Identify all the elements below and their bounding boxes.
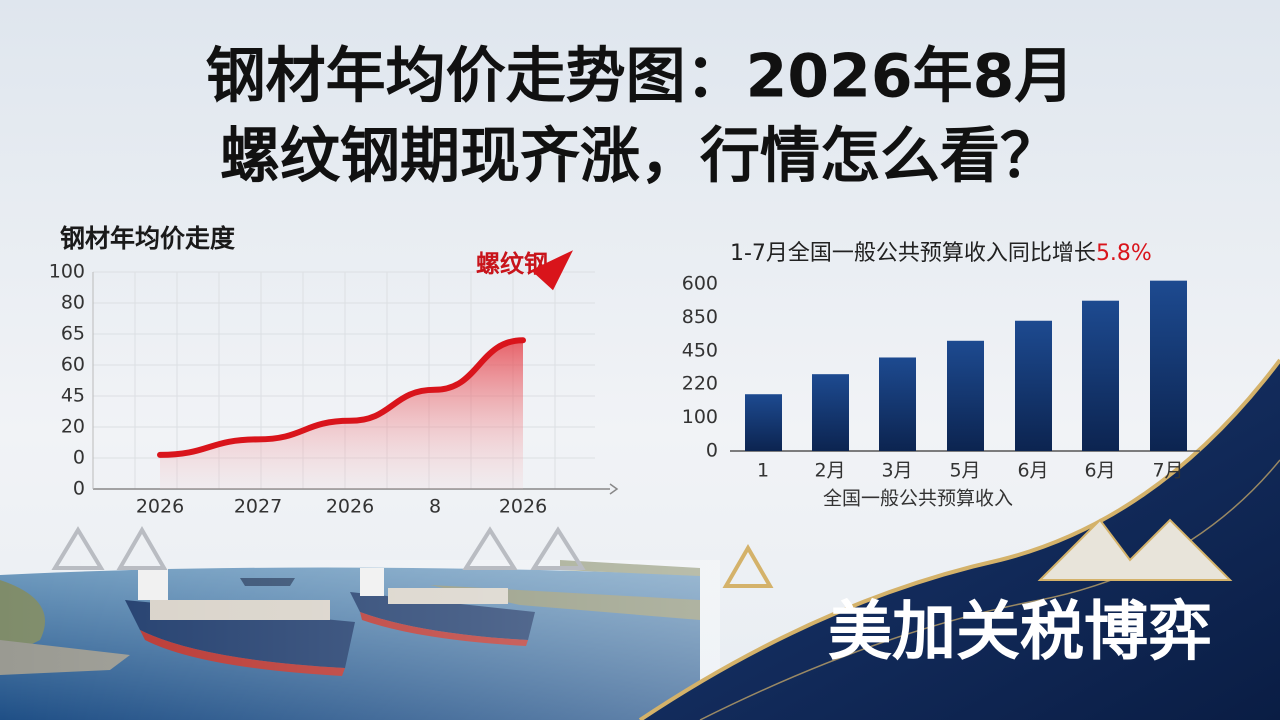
bar — [812, 374, 849, 451]
y-tick-label: 65 — [61, 323, 85, 345]
y-tick-label: 0 — [73, 478, 85, 500]
x-tick-label: 2026 — [326, 496, 374, 518]
harbor-scene — [0, 560, 720, 720]
arrow-head — [531, 250, 573, 291]
warning-icon-gold — [722, 544, 774, 588]
bar — [1082, 300, 1119, 451]
x-tick-label: 2026 — [499, 496, 547, 518]
x-axis-arrow — [609, 483, 619, 495]
y-tick-label: 45 — [61, 385, 85, 407]
bar — [745, 394, 782, 451]
x-tick-label: 7月 — [1152, 460, 1183, 482]
chart-title-text: 1-7月全国一般公共预算收入同比增长 — [730, 241, 1096, 266]
bar — [947, 340, 984, 451]
y-tick-label: 0 — [73, 447, 85, 469]
chart-title-highlight: 5.8% — [1096, 241, 1152, 266]
y-tick-label: 60 — [61, 354, 85, 376]
y-tick-label: 100 — [682, 406, 718, 428]
x-tick-label: 2026 — [136, 496, 184, 518]
x-tick-label: 3月 — [881, 460, 912, 482]
y-tick-label: 600 — [682, 273, 718, 295]
chart-title: 1-7月全国一般公共预算收入同比增长5.8% — [730, 241, 1152, 266]
y-tick-label: 850 — [682, 306, 718, 328]
gold-line — [699, 459, 1280, 720]
headline-line: 螺纹钢期现齐涨，行情怎么看？ — [220, 122, 1060, 192]
warning-icons — [51, 526, 586, 570]
x-tick-label: 2027 — [234, 496, 282, 518]
x-tick-label: 8 — [429, 496, 441, 518]
x-tick-label: 5月 — [949, 460, 980, 482]
y-tick-label: 0 — [706, 440, 718, 462]
x-axis-label: 全国一般公共预算收入 — [823, 488, 1013, 510]
y-tick-label: 450 — [682, 339, 718, 361]
y-tick-label: 20 — [61, 416, 85, 438]
x-tick-label: 1 — [757, 460, 769, 482]
x-tick-label: 2月 — [814, 460, 845, 482]
y-tick-label: 100 — [49, 261, 85, 283]
peaks — [1037, 518, 1233, 581]
bar — [879, 357, 916, 451]
y-tick-label: 220 — [682, 373, 718, 395]
x-tick-label: 6月 — [1017, 460, 1048, 482]
banner-text: 美加关税博弈 — [828, 596, 1212, 670]
line-series — [157, 337, 526, 458]
headline-line: 钢材年均价走势图：2026年8月 — [206, 42, 1075, 112]
chart-title: 钢材年均价走度 — [60, 224, 235, 253]
line-area — [160, 340, 523, 489]
bar — [1150, 280, 1187, 451]
y-tick-label: 80 — [61, 292, 85, 314]
x-tick-label: 6月 — [1084, 460, 1115, 482]
bar — [1015, 320, 1052, 451]
